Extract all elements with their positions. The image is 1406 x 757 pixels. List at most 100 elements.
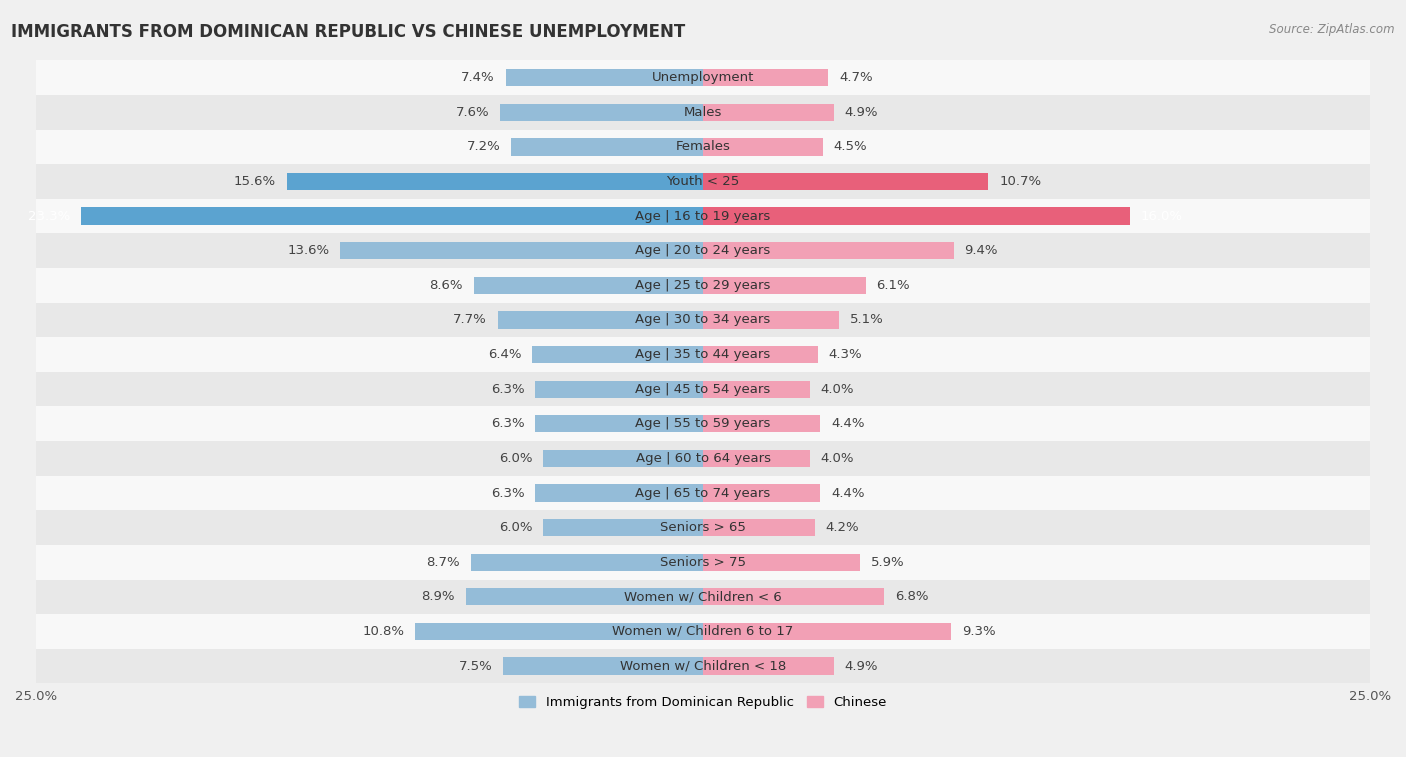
Text: 5.9%: 5.9% bbox=[872, 556, 904, 569]
Bar bbox=[703, 277, 866, 294]
Text: 8.7%: 8.7% bbox=[426, 556, 460, 569]
Bar bbox=[471, 553, 703, 571]
Bar bbox=[37, 545, 1369, 580]
Text: 7.7%: 7.7% bbox=[453, 313, 486, 326]
Text: 10.8%: 10.8% bbox=[363, 625, 404, 638]
Bar bbox=[37, 407, 1369, 441]
Bar bbox=[703, 242, 953, 260]
Bar bbox=[703, 519, 815, 536]
Text: 4.4%: 4.4% bbox=[831, 417, 865, 430]
Bar bbox=[703, 657, 834, 674]
Bar bbox=[37, 510, 1369, 545]
Text: Age | 20 to 24 years: Age | 20 to 24 years bbox=[636, 245, 770, 257]
Text: Seniors > 65: Seniors > 65 bbox=[659, 521, 747, 534]
Bar bbox=[534, 484, 703, 502]
Bar bbox=[703, 381, 810, 398]
Text: 9.3%: 9.3% bbox=[962, 625, 995, 638]
Text: 7.2%: 7.2% bbox=[467, 141, 501, 154]
Bar bbox=[340, 242, 703, 260]
Text: Age | 60 to 64 years: Age | 60 to 64 years bbox=[636, 452, 770, 465]
Bar bbox=[37, 441, 1369, 475]
Text: 4.3%: 4.3% bbox=[828, 348, 862, 361]
Text: Women w/ Children 6 to 17: Women w/ Children 6 to 17 bbox=[613, 625, 793, 638]
Bar bbox=[37, 475, 1369, 510]
Text: 6.3%: 6.3% bbox=[491, 383, 524, 396]
Bar bbox=[510, 139, 703, 156]
Text: Age | 65 to 74 years: Age | 65 to 74 years bbox=[636, 487, 770, 500]
Bar bbox=[703, 139, 823, 156]
Bar bbox=[37, 649, 1369, 684]
Bar bbox=[703, 415, 820, 432]
Text: 23.3%: 23.3% bbox=[28, 210, 70, 223]
Bar bbox=[501, 104, 703, 121]
Bar bbox=[287, 173, 703, 190]
Bar bbox=[703, 623, 950, 640]
Bar bbox=[506, 69, 703, 86]
Text: 4.0%: 4.0% bbox=[820, 452, 853, 465]
Bar bbox=[703, 69, 828, 86]
Text: 4.2%: 4.2% bbox=[825, 521, 859, 534]
Text: 4.9%: 4.9% bbox=[845, 106, 877, 119]
Bar bbox=[703, 311, 839, 329]
Bar bbox=[543, 519, 703, 536]
Text: 6.0%: 6.0% bbox=[499, 452, 533, 465]
Text: 13.6%: 13.6% bbox=[287, 245, 329, 257]
Bar bbox=[37, 268, 1369, 303]
Bar bbox=[37, 199, 1369, 233]
Text: 4.7%: 4.7% bbox=[839, 71, 873, 84]
Text: Age | 16 to 19 years: Age | 16 to 19 years bbox=[636, 210, 770, 223]
Text: 6.0%: 6.0% bbox=[499, 521, 533, 534]
Text: 10.7%: 10.7% bbox=[1000, 175, 1042, 188]
Text: IMMIGRANTS FROM DOMINICAN REPUBLIC VS CHINESE UNEMPLOYMENT: IMMIGRANTS FROM DOMINICAN REPUBLIC VS CH… bbox=[11, 23, 686, 41]
Text: Women w/ Children < 6: Women w/ Children < 6 bbox=[624, 590, 782, 603]
Text: 6.4%: 6.4% bbox=[488, 348, 522, 361]
Bar bbox=[37, 338, 1369, 372]
Text: 6.1%: 6.1% bbox=[876, 279, 910, 292]
Bar bbox=[37, 233, 1369, 268]
Bar bbox=[37, 164, 1369, 199]
Text: 9.4%: 9.4% bbox=[965, 245, 998, 257]
Text: 7.5%: 7.5% bbox=[458, 659, 492, 672]
Bar bbox=[703, 553, 860, 571]
Text: 4.9%: 4.9% bbox=[845, 659, 877, 672]
Bar bbox=[37, 129, 1369, 164]
Bar bbox=[703, 450, 810, 467]
Bar bbox=[465, 588, 703, 606]
Bar bbox=[37, 580, 1369, 614]
Text: 8.6%: 8.6% bbox=[429, 279, 463, 292]
Bar bbox=[37, 95, 1369, 129]
Bar bbox=[37, 61, 1369, 95]
Text: 15.6%: 15.6% bbox=[233, 175, 276, 188]
Text: 6.3%: 6.3% bbox=[491, 487, 524, 500]
Text: Age | 45 to 54 years: Age | 45 to 54 years bbox=[636, 383, 770, 396]
Text: 6.8%: 6.8% bbox=[896, 590, 928, 603]
Bar bbox=[82, 207, 703, 225]
Bar bbox=[498, 311, 703, 329]
Bar bbox=[503, 657, 703, 674]
Bar bbox=[37, 303, 1369, 338]
Text: Women w/ Children < 18: Women w/ Children < 18 bbox=[620, 659, 786, 672]
Bar bbox=[37, 614, 1369, 649]
Text: Age | 30 to 34 years: Age | 30 to 34 years bbox=[636, 313, 770, 326]
Text: 4.5%: 4.5% bbox=[834, 141, 868, 154]
Bar bbox=[703, 173, 988, 190]
Text: 4.4%: 4.4% bbox=[831, 487, 865, 500]
Text: Males: Males bbox=[683, 106, 723, 119]
Text: Youth < 25: Youth < 25 bbox=[666, 175, 740, 188]
Text: 5.1%: 5.1% bbox=[849, 313, 883, 326]
Bar bbox=[703, 104, 834, 121]
Text: Age | 35 to 44 years: Age | 35 to 44 years bbox=[636, 348, 770, 361]
Text: Seniors > 75: Seniors > 75 bbox=[659, 556, 747, 569]
Text: 7.4%: 7.4% bbox=[461, 71, 495, 84]
Bar bbox=[37, 372, 1369, 407]
Bar bbox=[543, 450, 703, 467]
Bar bbox=[703, 207, 1130, 225]
Text: 7.6%: 7.6% bbox=[456, 106, 489, 119]
Bar bbox=[534, 415, 703, 432]
Text: Age | 55 to 59 years: Age | 55 to 59 years bbox=[636, 417, 770, 430]
Bar bbox=[415, 623, 703, 640]
Bar bbox=[474, 277, 703, 294]
Text: 4.0%: 4.0% bbox=[820, 383, 853, 396]
Text: Unemployment: Unemployment bbox=[652, 71, 754, 84]
Bar bbox=[534, 381, 703, 398]
